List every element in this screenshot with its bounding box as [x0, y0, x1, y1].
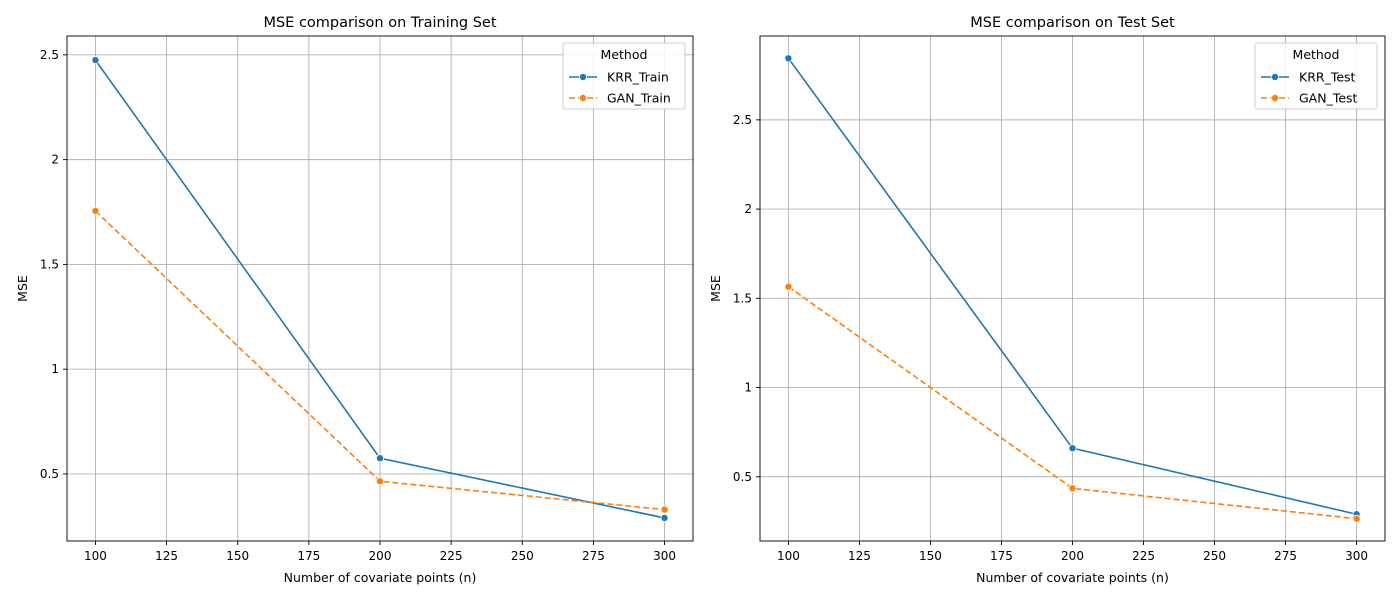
- chart-title: MSE comparison on Training Set: [263, 15, 496, 31]
- data-point-KRR_Train: [91, 56, 100, 65]
- y-tick-label: 1.5: [733, 291, 752, 305]
- data-point-GAN_Test: [1352, 514, 1361, 523]
- data-point-GAN_Train: [375, 477, 384, 486]
- data-point-KRR_Test: [784, 54, 793, 63]
- legend-marker-GAN_Train: [579, 94, 588, 103]
- data-point-GAN_Test: [1068, 484, 1077, 493]
- legend-label-GAN_Test: GAN_Test: [1299, 91, 1358, 106]
- x-tick-label: 150: [919, 549, 942, 563]
- x-tick-label: 125: [848, 549, 871, 563]
- x-tick-label: 125: [155, 549, 178, 563]
- x-tick-label: 100: [84, 549, 107, 563]
- x-tick-label: 300: [653, 549, 676, 563]
- y-tick-label: 1.5: [40, 257, 59, 271]
- x-tick-label: 275: [582, 549, 605, 563]
- x-tick-label: 225: [1132, 549, 1155, 563]
- chart-2: 100 125 150 175 200 225 250 275 300 0.5 1 1.5 2 2.5 MS…: [708, 15, 1386, 585]
- x-tick-label: 275: [1274, 549, 1297, 563]
- x-tick-label: 100: [777, 549, 800, 563]
- x-tick-label: 175: [297, 549, 320, 563]
- y-tick-label: 2: [51, 153, 59, 167]
- axes-frame: [759, 35, 1386, 542]
- data-point-GAN_Train: [660, 505, 669, 514]
- data-point-KRR_Train: [375, 454, 384, 463]
- chart-title: MSE comparison on Test Set: [970, 15, 1175, 31]
- axes-frame: [66, 35, 694, 542]
- x-tick-label: 150: [226, 549, 249, 563]
- legend: Method KRR_Train GAN_Train: [562, 42, 686, 110]
- x-tick-label: 250: [511, 549, 534, 563]
- data-point-KRR_Test: [1068, 444, 1077, 453]
- y-tick-label: 2.5: [733, 113, 752, 127]
- data-point-KRR_Train: [660, 513, 669, 522]
- legend-label-KRR_Test: KRR_Test: [1299, 70, 1356, 85]
- x-tick-label: 250: [1203, 549, 1226, 563]
- legend-label-GAN_Train: GAN_Train: [607, 91, 671, 106]
- x-tick-label: 175: [990, 549, 1013, 563]
- data-point-GAN_Test: [784, 282, 793, 291]
- y-tick-label: 1: [744, 381, 752, 395]
- y-tick-label: 2: [744, 202, 752, 216]
- legend-title: Method: [601, 47, 648, 62]
- y-axis-label: MSE: [708, 275, 723, 302]
- x-tick-label: 200: [369, 549, 392, 563]
- y-tick-label: 0.5: [40, 467, 59, 481]
- y-axis-label: MSE: [15, 275, 30, 302]
- y-tick-label: 1: [51, 362, 59, 376]
- y-tick-label: 0.5: [733, 470, 752, 484]
- y-tick-label: 2.5: [40, 48, 59, 62]
- legend-marker-KRR_Test: [1271, 73, 1280, 82]
- x-tick-label: 300: [1345, 549, 1368, 563]
- x-tick-label: 200: [1061, 549, 1084, 563]
- legend-label-KRR_Train: KRR_Train: [607, 70, 669, 85]
- legend: Method KRR_Test GAN_Test: [1254, 42, 1378, 110]
- legend-marker-GAN_Test: [1271, 94, 1280, 103]
- x-tick-label: 225: [440, 549, 463, 563]
- legend-box: [562, 42, 686, 110]
- data-point-GAN_Train: [91, 206, 100, 215]
- legend-title: Method: [1293, 47, 1340, 62]
- x-axis-label: Number of covariate points (n): [284, 570, 477, 585]
- legend-marker-KRR_Train: [579, 73, 588, 82]
- x-axis-label: Number of covariate points (n): [976, 570, 1169, 585]
- legend-box: [1254, 42, 1378, 110]
- chart-1: 100 125 150 175 200 225 250 275 300 0.5 1 1.5 2 2.5 MS…: [15, 15, 694, 585]
